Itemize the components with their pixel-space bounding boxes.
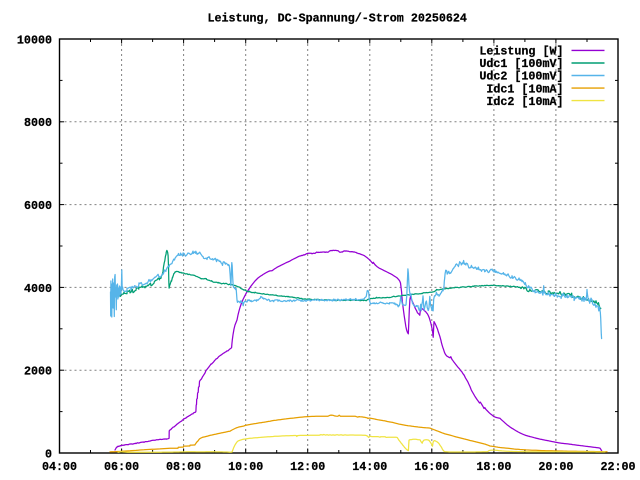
- svg-text:Leistung, DC-Spannung/-Strom 2: Leistung, DC-Spannung/-Strom 20250624: [207, 12, 467, 26]
- svg-text:6000: 6000: [24, 199, 52, 213]
- svg-text:Udc2 [100mV]: Udc2 [100mV]: [479, 70, 563, 84]
- svg-text:Udc1 [100mV]: Udc1 [100mV]: [479, 57, 563, 71]
- svg-text:4000: 4000: [24, 282, 52, 296]
- svg-text:06:00: 06:00: [104, 460, 139, 474]
- svg-text:04:00: 04:00: [42, 460, 77, 474]
- svg-text:14:00: 14:00: [352, 460, 387, 474]
- svg-text:0: 0: [45, 447, 52, 461]
- svg-text:16:00: 16:00: [414, 460, 449, 474]
- svg-text:22:00: 22:00: [600, 460, 635, 474]
- svg-text:18:00: 18:00: [476, 460, 511, 474]
- svg-text:08:00: 08:00: [166, 460, 201, 474]
- svg-text:8000: 8000: [24, 116, 52, 130]
- svg-text:2000: 2000: [24, 365, 52, 379]
- svg-text:12:00: 12:00: [290, 460, 325, 474]
- svg-text:20:00: 20:00: [538, 460, 573, 474]
- svg-text:Idc2 [10mA]: Idc2 [10mA]: [486, 95, 563, 109]
- svg-text:Leistung [W]: Leistung [W]: [479, 45, 563, 59]
- svg-text:10000: 10000: [17, 33, 52, 47]
- svg-text:10:00: 10:00: [228, 460, 263, 474]
- svg-text:Idc1 [10mA]: Idc1 [10mA]: [486, 82, 563, 96]
